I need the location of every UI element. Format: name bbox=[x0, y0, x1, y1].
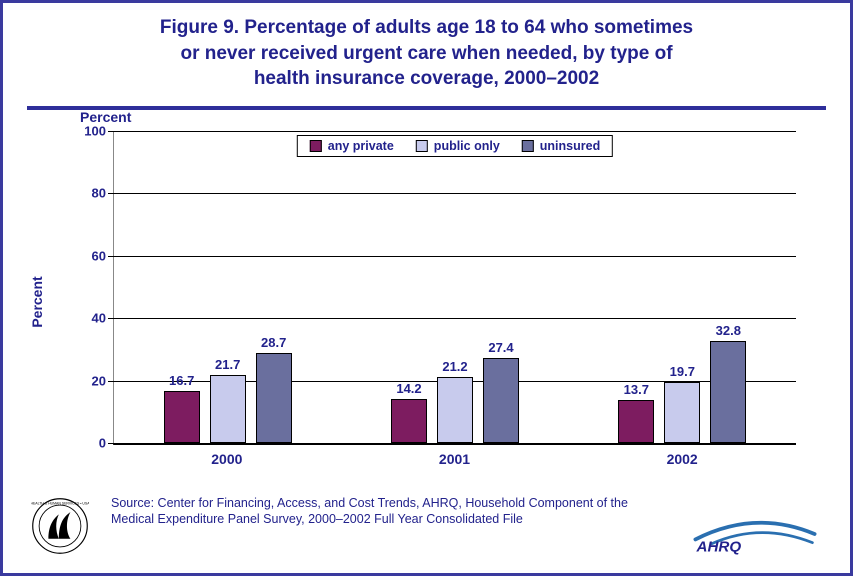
ytick-mark bbox=[108, 318, 114, 319]
ytick-label: 60 bbox=[92, 248, 106, 263]
title-line-2: or never received urgent care when neede… bbox=[43, 41, 810, 67]
y-axis-title: Percent bbox=[29, 276, 45, 327]
x-axis-labels: 2000 2001 2002 bbox=[113, 451, 796, 471]
ytick-mark bbox=[108, 381, 114, 382]
xtick-label-2001: 2001 bbox=[439, 451, 470, 467]
bar-group-2002: 13.7 19.7 32.8 bbox=[618, 341, 746, 443]
bar-2001-public_only: 21.2 bbox=[437, 377, 473, 443]
bar-value-label: 21.7 bbox=[215, 357, 240, 372]
legend: any private public only uninsured bbox=[297, 135, 613, 157]
ytick-mark bbox=[108, 443, 114, 444]
legend-swatch-uninsured bbox=[522, 140, 534, 152]
bar-value-label: 16.7 bbox=[169, 373, 194, 388]
legend-label-public-only: public only bbox=[434, 139, 500, 153]
bar-group-2001: 14.2 21.2 27.4 bbox=[391, 358, 519, 443]
ahrq-logo-icon: AHRQ bbox=[690, 511, 820, 557]
legend-swatch-public-only bbox=[416, 140, 428, 152]
ahrq-logo-text: AHRQ bbox=[696, 538, 742, 555]
legend-label-any-private: any private bbox=[328, 139, 394, 153]
gridline bbox=[114, 256, 796, 257]
bar-group-2000: 16.7 21.7 28.7 bbox=[164, 353, 292, 443]
legend-label-uninsured: uninsured bbox=[540, 139, 600, 153]
plot-region: any private public only uninsured Percen… bbox=[113, 131, 796, 445]
ytick-label: 40 bbox=[92, 311, 106, 326]
legend-item-public-only: public only bbox=[416, 139, 500, 153]
xtick-label-2002: 2002 bbox=[667, 451, 698, 467]
xtick-label-2000: 2000 bbox=[211, 451, 242, 467]
title-rule bbox=[27, 106, 826, 110]
bar-2000-any_private: 16.7 bbox=[164, 391, 200, 443]
bar-2002-any_private: 13.7 bbox=[618, 400, 654, 443]
ytick-label: 100 bbox=[84, 124, 106, 139]
bar-2002-public_only: 19.7 bbox=[664, 382, 700, 443]
footer: HEALTH & HUMAN SERVICES • USA Source: Ce… bbox=[27, 491, 826, 561]
bar-value-label: 14.2 bbox=[396, 381, 421, 396]
ytick-label: 80 bbox=[92, 186, 106, 201]
title-line-1: Figure 9. Percentage of adults age 18 to… bbox=[43, 15, 810, 41]
ytick-mark bbox=[108, 131, 114, 132]
gridline bbox=[114, 193, 796, 194]
hhs-seal-icon: HEALTH & HUMAN SERVICES • USA bbox=[31, 497, 89, 555]
gridline bbox=[114, 131, 796, 132]
legend-item-uninsured: uninsured bbox=[522, 139, 600, 153]
gridline bbox=[114, 318, 796, 319]
bar-2002-uninsured: 32.8 bbox=[710, 341, 746, 443]
figure-frame: Figure 9. Percentage of adults age 18 to… bbox=[0, 0, 853, 576]
legend-item-any-private: any private bbox=[310, 139, 394, 153]
bar-value-label: 19.7 bbox=[670, 364, 695, 379]
bar-value-label: 13.7 bbox=[624, 382, 649, 397]
ytick-label: 0 bbox=[99, 436, 106, 451]
bar-value-label: 21.2 bbox=[442, 359, 467, 374]
bar-2001-uninsured: 27.4 bbox=[483, 358, 519, 443]
bar-2001-any_private: 14.2 bbox=[391, 399, 427, 443]
bar-value-label: 27.4 bbox=[488, 340, 513, 355]
chart-area: Percent any private public only uninsure… bbox=[27, 121, 826, 483]
bar-2000-public_only: 21.7 bbox=[210, 375, 246, 443]
ytick-mark bbox=[108, 193, 114, 194]
title-line-3: health insurance coverage, 2000–2002 bbox=[43, 66, 810, 92]
svg-text:HEALTH & HUMAN SERVICES • USA: HEALTH & HUMAN SERVICES • USA bbox=[31, 502, 89, 506]
source-citation: Source: Center for Financing, Access, an… bbox=[111, 495, 656, 528]
ytick-mark bbox=[108, 256, 114, 257]
figure-title: Figure 9. Percentage of adults age 18 to… bbox=[3, 3, 850, 106]
bar-value-label: 28.7 bbox=[261, 335, 286, 350]
bar-value-label: 32.8 bbox=[716, 323, 741, 338]
bar-2000-uninsured: 28.7 bbox=[256, 353, 292, 443]
legend-swatch-any-private bbox=[310, 140, 322, 152]
ytick-label: 20 bbox=[92, 373, 106, 388]
